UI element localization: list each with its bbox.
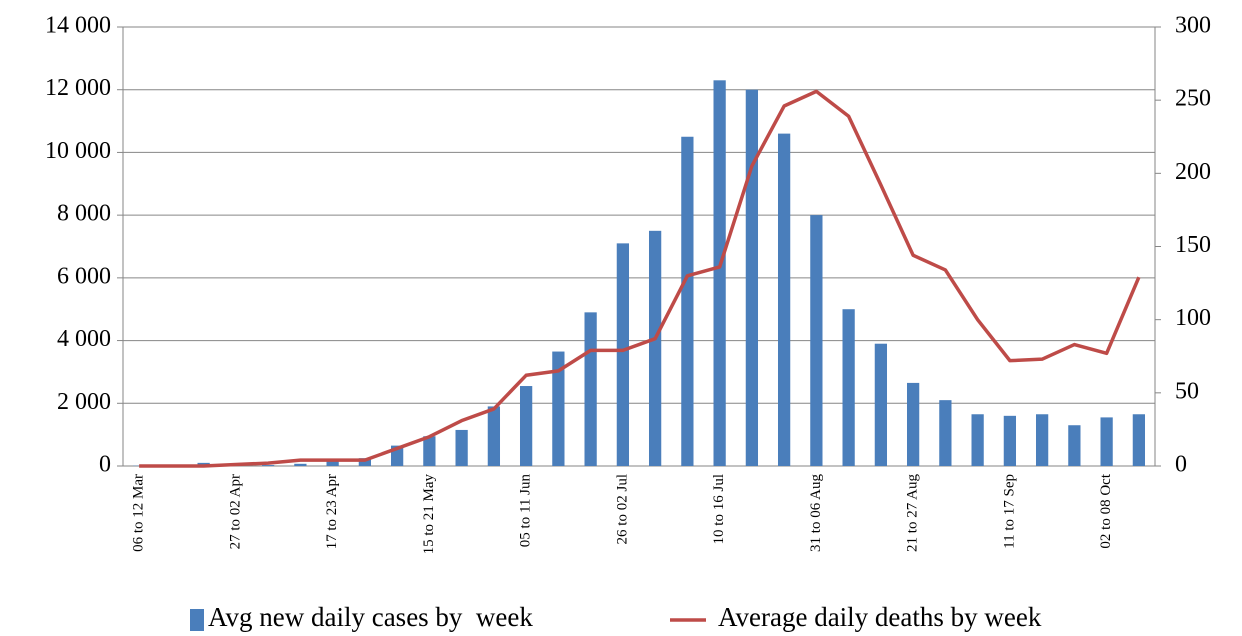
bar bbox=[648, 230, 662, 466]
bar bbox=[810, 215, 823, 466]
line bbox=[139, 89, 1141, 468]
y2-tick-label: 150 bbox=[1175, 232, 1211, 258]
x-tick-label: 26 to 02 Jul bbox=[614, 474, 630, 544]
y-tick-label: 6 000 bbox=[57, 263, 111, 289]
x-tick-label: 02 to 08 Oct bbox=[1098, 473, 1114, 548]
y-tick-label: 14 000 bbox=[45, 13, 111, 39]
bar bbox=[745, 89, 759, 466]
bar bbox=[552, 351, 565, 466]
y2-tick-label: 300 bbox=[1175, 13, 1211, 39]
bar bbox=[713, 80, 726, 467]
bar bbox=[326, 459, 339, 466]
y-tick-label: 4 000 bbox=[57, 326, 111, 352]
y-tick-label: 2 000 bbox=[57, 389, 111, 415]
bar bbox=[423, 436, 436, 466]
y2-tick-label: 250 bbox=[1175, 86, 1211, 112]
legend-label: Avg new daily cases by week bbox=[208, 602, 533, 632]
bar bbox=[874, 343, 888, 466]
bar bbox=[1003, 415, 1017, 466]
y-tick-label: 12 000 bbox=[45, 75, 111, 101]
bar bbox=[681, 136, 694, 466]
x-tick-label: 27 to 02 Apr bbox=[227, 474, 243, 549]
bar bbox=[939, 400, 952, 466]
y2-tick-label: 200 bbox=[1175, 159, 1211, 185]
bar bbox=[455, 429, 468, 466]
bar bbox=[616, 243, 630, 466]
x-tick-label: 31 to 06 Aug bbox=[808, 474, 824, 552]
bar bbox=[1068, 425, 1081, 466]
bar bbox=[584, 312, 597, 466]
y2-tick-label: 0 bbox=[1175, 452, 1187, 478]
bar bbox=[1132, 414, 1146, 466]
legend-swatch bbox=[190, 609, 204, 631]
x-tick-label: 11 to 17 Sep bbox=[1001, 474, 1017, 549]
y-tick-label: 8 000 bbox=[57, 201, 111, 227]
y-tick-label: 10 000 bbox=[45, 138, 111, 164]
bar bbox=[261, 465, 275, 466]
bar bbox=[487, 406, 501, 466]
x-tick-label: 17 to 23 Apr bbox=[324, 474, 340, 549]
x-tick-label: 06 to 12 Mar bbox=[131, 474, 147, 552]
bar bbox=[358, 458, 372, 466]
legend-label: Average daily deaths by week bbox=[718, 602, 1042, 632]
bar bbox=[842, 309, 855, 466]
bar bbox=[1100, 417, 1113, 466]
x-tick-label: 05 to 11 Jun bbox=[518, 474, 534, 548]
y-tick-label: 0 bbox=[99, 452, 111, 478]
x-tick-label: 15 to 21 May bbox=[421, 474, 437, 555]
y2-tick-label: 100 bbox=[1175, 305, 1211, 331]
bar bbox=[1035, 414, 1049, 466]
bar bbox=[519, 386, 533, 466]
bar bbox=[777, 133, 791, 466]
bar bbox=[906, 382, 920, 466]
x-tick-label: 21 to 27 Aug bbox=[905, 474, 921, 552]
y2-tick-label: 50 bbox=[1175, 378, 1199, 404]
bar bbox=[294, 463, 307, 466]
bar bbox=[971, 414, 984, 466]
x-tick-label: 10 to 16 Jul bbox=[711, 474, 727, 544]
